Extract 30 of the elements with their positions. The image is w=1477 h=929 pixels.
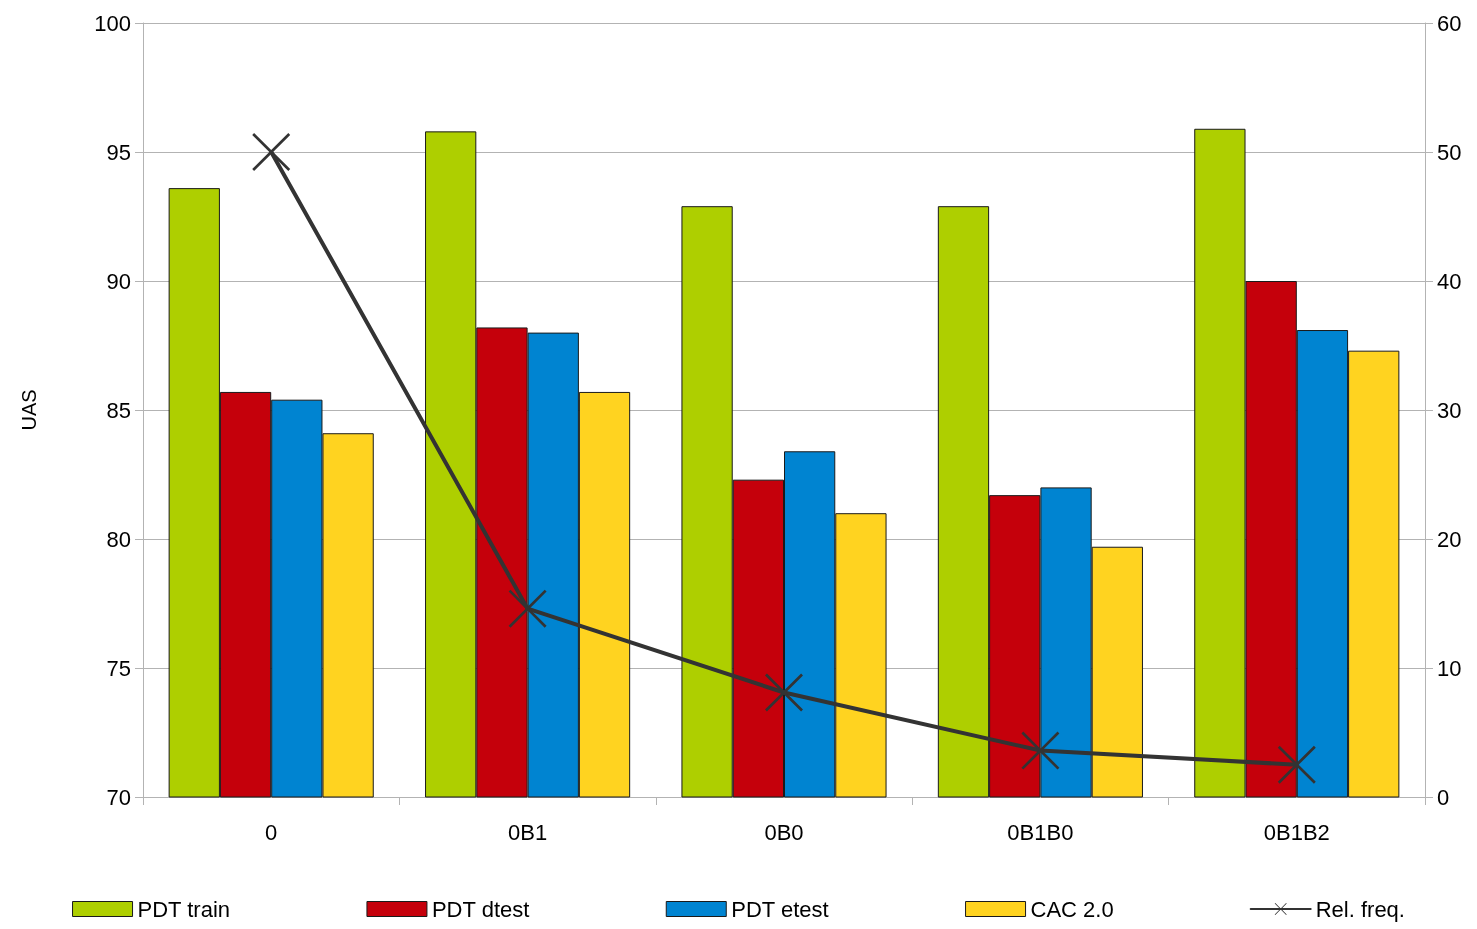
y2-tick-label: 40 bbox=[1437, 268, 1462, 294]
legend-label: PDT etest bbox=[731, 896, 829, 922]
y2-tick-label: 0 bbox=[1437, 784, 1450, 810]
legend-label: PDT dtest bbox=[431, 896, 530, 922]
legend-label: Rel. freq. bbox=[1315, 896, 1405, 922]
point bbox=[765, 673, 803, 712]
y2-tick-label: 30 bbox=[1437, 397, 1462, 423]
x-tick-label: 0B1B0 bbox=[1007, 819, 1074, 845]
point bbox=[1021, 731, 1060, 770]
x-tick-label: 0 bbox=[265, 819, 278, 845]
y2-tick-label: 20 bbox=[1437, 526, 1462, 552]
y-tick-label: 80 bbox=[106, 526, 131, 552]
point bbox=[1277, 745, 1316, 784]
y2-tick-label: 50 bbox=[1437, 139, 1462, 165]
y-axis-title: UAS bbox=[18, 389, 40, 431]
x-tick-label: 0B1 bbox=[508, 819, 548, 845]
legend-label: CAC 2.0 bbox=[1030, 896, 1114, 922]
point bbox=[508, 589, 547, 628]
point bbox=[252, 133, 291, 171]
x-tick-label: 0B0 bbox=[764, 819, 804, 845]
y-tick-label: 75 bbox=[106, 655, 131, 681]
y2-tick-label: 10 bbox=[1437, 655, 1462, 681]
y-tick-label: 70 bbox=[106, 784, 131, 810]
y-tick-label: 85 bbox=[106, 397, 131, 423]
x-tick-label: 0B1B2 bbox=[1263, 819, 1330, 845]
legend-label: PDT train bbox=[137, 896, 231, 922]
y-tick-label: 95 bbox=[106, 139, 131, 165]
y-tick-label: 90 bbox=[106, 268, 131, 294]
y-tick-label: 100 bbox=[94, 10, 131, 36]
y2-tick-label: 60 bbox=[1437, 10, 1462, 36]
